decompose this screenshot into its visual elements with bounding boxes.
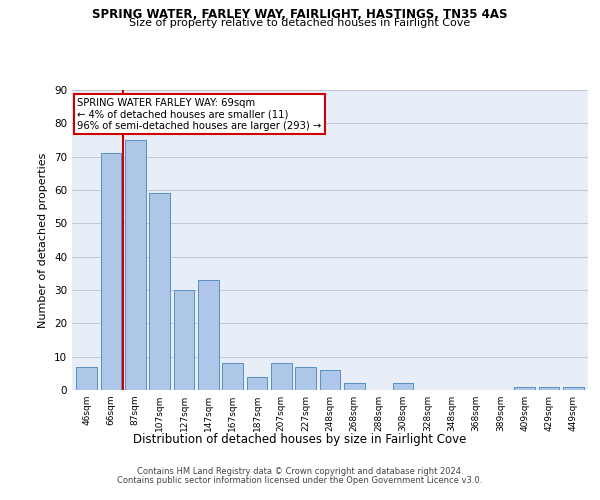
Bar [149, 194, 170, 390]
Bar [295, 366, 316, 390]
Text: Contains public sector information licensed under the Open Government Licence v3: Contains public sector information licen… [118, 476, 482, 485]
Bar [173, 290, 194, 390]
Bar [539, 386, 559, 390]
Bar [320, 370, 340, 390]
Text: Size of property relative to detached houses in Fairlight Cove: Size of property relative to detached ho… [130, 18, 470, 28]
Bar [247, 376, 268, 390]
Bar [344, 384, 365, 390]
Y-axis label: Number of detached properties: Number of detached properties [38, 152, 49, 328]
Bar [101, 154, 121, 390]
Bar [198, 280, 218, 390]
Bar [514, 386, 535, 390]
Bar [563, 386, 584, 390]
Bar [392, 384, 413, 390]
Text: Distribution of detached houses by size in Fairlight Cove: Distribution of detached houses by size … [133, 432, 467, 446]
Bar [271, 364, 292, 390]
Text: SPRING WATER, FARLEY WAY, FAIRLIGHT, HASTINGS, TN35 4AS: SPRING WATER, FARLEY WAY, FAIRLIGHT, HAS… [92, 8, 508, 20]
Text: SPRING WATER FARLEY WAY: 69sqm
← 4% of detached houses are smaller (11)
96% of s: SPRING WATER FARLEY WAY: 69sqm ← 4% of d… [77, 98, 322, 130]
Bar [125, 140, 146, 390]
Bar [76, 366, 97, 390]
Bar [222, 364, 243, 390]
Text: Contains HM Land Registry data © Crown copyright and database right 2024.: Contains HM Land Registry data © Crown c… [137, 467, 463, 476]
